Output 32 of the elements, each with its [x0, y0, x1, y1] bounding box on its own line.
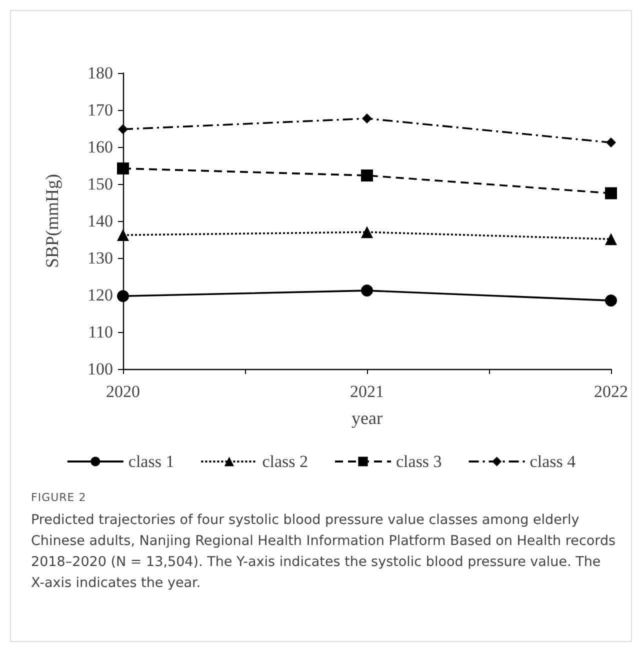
- point: [117, 290, 129, 302]
- y-tick-label: 150: [88, 174, 113, 194]
- x-tick-label: 2020: [106, 382, 140, 401]
- y-tick-label: 170: [88, 100, 113, 120]
- point: [605, 187, 617, 200]
- point: [361, 226, 373, 238]
- y-axis-title: SBP(mmHg): [42, 174, 62, 268]
- x-axis-title: year: [352, 408, 382, 428]
- y-tick-label: 140: [88, 212, 113, 230]
- y-tick-label: 160: [88, 138, 113, 156]
- point: [118, 124, 128, 134]
- y-tick-label: 180: [88, 64, 113, 82]
- point: [117, 162, 129, 174]
- x-tick-label: 2022: [594, 382, 628, 401]
- point: [361, 169, 373, 182]
- point: [117, 229, 129, 242]
- y-tick-label: 100: [88, 360, 113, 378]
- text: Predicted trajectories of four systolic blood pressure value classes among elderly Chinese adults, Nanjing Regional Health Information Platform Based on Health records 2018–2020 (N = 13,504). The Y-axis indicates the systolic blood pressure value. The X-axis indicates the year.: [31, 511, 616, 593]
- y-tick-label: 130: [88, 248, 113, 268]
- y-tick-label: 120: [88, 286, 113, 304]
- point: [361, 284, 373, 297]
- legend-label: class 1: [128, 452, 174, 471]
- y-tick-label: 110: [88, 322, 113, 342]
- point: [605, 294, 617, 307]
- point: [362, 114, 372, 124]
- x-tick-label: 2021: [350, 382, 384, 401]
- point: [606, 138, 616, 148]
- legend-label: class 2: [262, 452, 308, 471]
- legend-label: class 4: [530, 452, 576, 471]
- caption: FIGURE 2: [31, 491, 88, 504]
- legend-label: class 3: [396, 452, 442, 471]
- point: [605, 233, 617, 246]
